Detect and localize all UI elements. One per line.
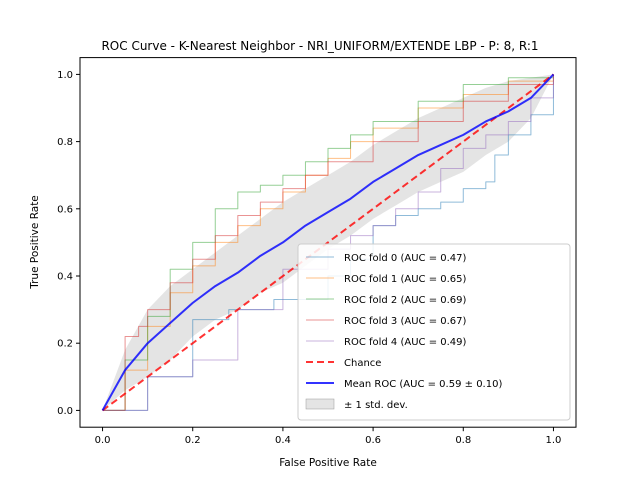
y-tick-label: 0.6: [57, 204, 73, 215]
series-line-4: [102, 74, 554, 411]
legend-label-5: Chance: [344, 358, 381, 369]
chart-title: ROC Curve - K-Nearest Neighbor - NRI_UNI…: [101, 39, 538, 53]
legend-box: [297, 243, 571, 421]
legend-label-1: ROC fold 1 (AUC = 0.65): [344, 274, 467, 285]
series-layer: [101, 73, 555, 412]
x-tick-label: 0.2: [185, 435, 201, 446]
legend-label-4: ROC fold 4 (AUC = 0.49): [344, 337, 467, 348]
x-axis-label: False Positive Rate: [279, 457, 377, 469]
x-tick-label: 0.8: [455, 435, 471, 446]
y-axis-label: True Positive Rate: [29, 195, 41, 290]
legend-label-0: ROC fold 0 (AUC = 0.47): [344, 253, 467, 264]
y-tick-label: 1.0: [57, 70, 73, 81]
series-line-5: [101, 73, 555, 412]
x-tick-label: 0.4: [275, 435, 291, 446]
x-tick-label: 0.0: [95, 435, 111, 446]
legend-label-3: ROC fold 3 (AUC = 0.67): [344, 316, 467, 327]
series-line-6: [101, 73, 555, 411]
plot-frame: [79, 57, 577, 428]
x-tick-label: 0.6: [365, 435, 381, 446]
legend-swatch-band: [305, 398, 335, 410]
legend-label-6: Mean ROC (AUC = 0.59 ± 0.10): [344, 379, 502, 390]
y-tick-label: 0.2: [57, 339, 73, 350]
legend-label-7: ± 1 std. dev.: [344, 400, 408, 411]
x-tick-label: 1.0: [546, 435, 562, 446]
legend-label-2: ROC fold 2 (AUC = 0.69): [344, 295, 467, 306]
y-axis-ticks: 0.0 0.2 0.4 0.6 0.8 1.0: [57, 70, 80, 417]
y-tick-label: 0.4: [57, 272, 73, 283]
y-tick-label: 0.8: [57, 137, 73, 148]
x-axis-ticks: 0.0 0.2 0.4 0.6 0.8 1.0: [95, 427, 562, 446]
legend: ROC fold 0 (AUC = 0.47) ROC fold 1 (AUC =…: [297, 243, 571, 421]
series-line-3: [102, 74, 554, 411]
y-tick-label: 0.0: [57, 406, 73, 417]
